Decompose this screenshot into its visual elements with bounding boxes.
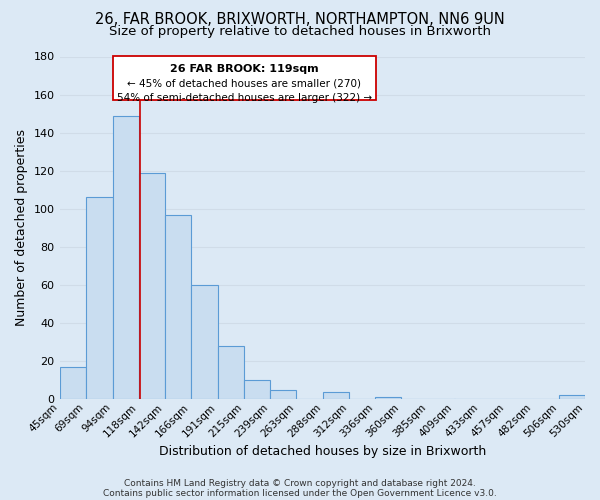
Text: 54% of semi-detached houses are larger (322) →: 54% of semi-detached houses are larger (… [117,92,372,102]
Text: ← 45% of detached houses are smaller (270): ← 45% of detached houses are smaller (27… [127,78,361,88]
Bar [164,214,191,400]
Bar [86,198,113,400]
Bar [323,392,349,400]
Text: Size of property relative to detached houses in Brixworth: Size of property relative to detached ho… [109,25,491,38]
Text: Contains public sector information licensed under the Open Government Licence v3: Contains public sector information licen… [103,488,497,498]
Text: 26 FAR BROOK: 119sqm: 26 FAR BROOK: 119sqm [170,64,319,74]
Bar [218,346,244,400]
Bar [270,390,296,400]
Text: Contains HM Land Registry data © Crown copyright and database right 2024.: Contains HM Land Registry data © Crown c… [124,478,476,488]
Text: 26, FAR BROOK, BRIXWORTH, NORTHAMPTON, NN6 9UN: 26, FAR BROOK, BRIXWORTH, NORTHAMPTON, N… [95,12,505,28]
Bar [375,398,401,400]
Bar [113,116,139,400]
Y-axis label: Number of detached properties: Number of detached properties [15,130,28,326]
FancyBboxPatch shape [113,56,376,100]
X-axis label: Distribution of detached houses by size in Brixworth: Distribution of detached houses by size … [158,444,486,458]
Bar [139,172,164,400]
Bar [59,367,86,400]
Bar [191,285,218,400]
Bar [244,380,270,400]
Bar [559,396,585,400]
